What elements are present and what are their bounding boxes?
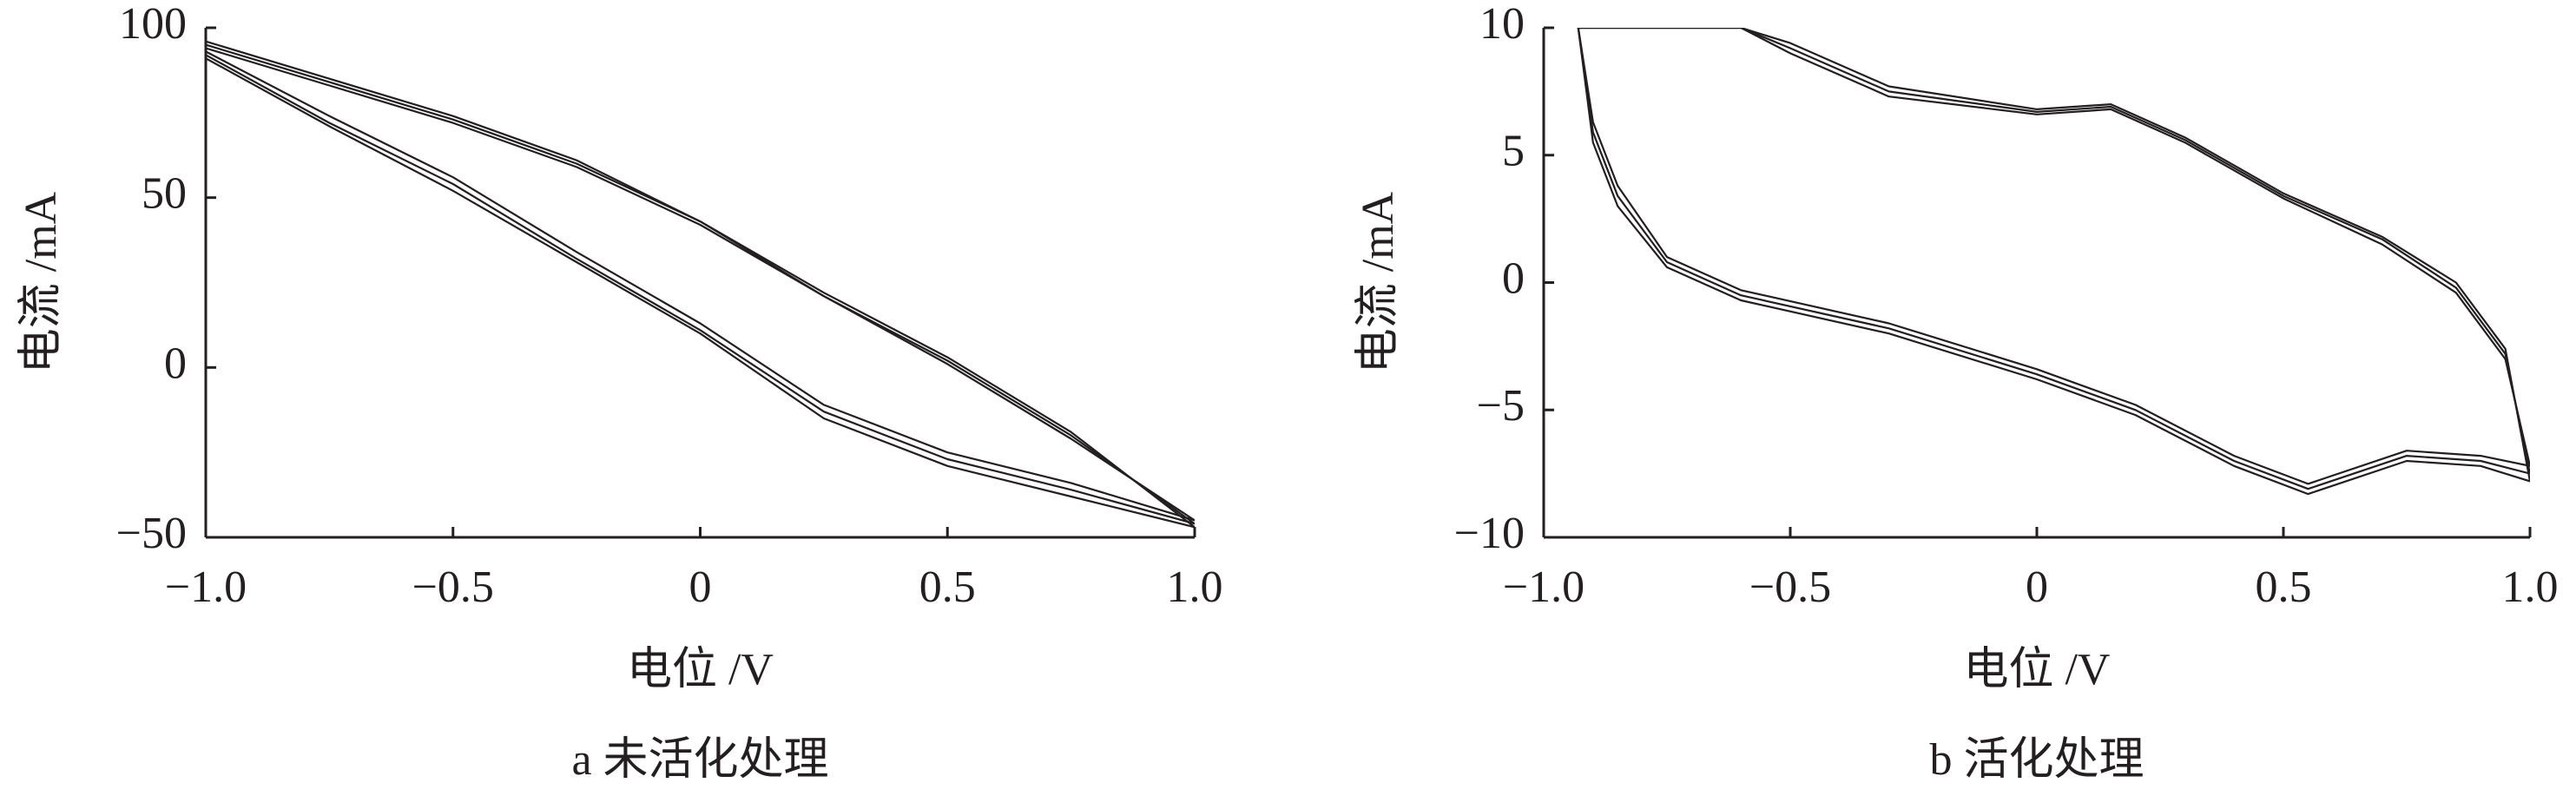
y-axis-label: 电流 /mA — [1354, 191, 1403, 373]
y-tick-label: 50 — [142, 169, 187, 219]
plot-area — [206, 40, 1195, 529]
x-tick-label: −1.0 — [1503, 562, 1584, 612]
chart-panel: −1.0 −0.5 0 0.5 1.0 −50 0 50 100 电流 /mA 电位 /V a 未活化… — [16, 0, 1223, 785]
plot-area — [1577, 28, 2530, 496]
x-axis-label: 电位 /V — [627, 645, 774, 694]
y-tick-label: 100 — [119, 0, 187, 49]
chart-caption: a 未活化处理 — [571, 735, 828, 785]
y-tick-label: 0 — [1502, 253, 1525, 303]
x-tick-label: 0 — [2026, 562, 2048, 612]
y-tick-label: −10 — [1454, 509, 1525, 558]
y-axis-label: 电流 /mA — [16, 191, 66, 373]
chart-caption: b 活化处理 — [1929, 735, 2144, 785]
cv-curve — [206, 47, 1195, 522]
y-tick-label: −50 — [116, 509, 187, 558]
x-tick-label: 0.5 — [919, 562, 976, 612]
cv-curve — [1577, 28, 2530, 485]
x-axis-label: 电位 /V — [1963, 645, 2110, 694]
x-tick-label: 0.5 — [2256, 562, 2312, 612]
chart-panel: −1.0 −0.5 0 0.5 1.0 −10 −5 0 5 10 电流 /mA 电位 /V b 活化处… — [1354, 0, 2559, 785]
cv-curve — [1577, 28, 2530, 490]
cv-curve — [1577, 28, 2530, 496]
x-tick-label: 0 — [689, 562, 712, 612]
x-tick-label: 1.0 — [2502, 562, 2559, 612]
cv-curve — [206, 40, 1195, 529]
x-tick-label: −0.5 — [412, 562, 494, 612]
y-tick-label: 0 — [164, 339, 187, 388]
y-tick-label: −5 — [1477, 381, 1525, 431]
x-tick-label: −1.0 — [165, 562, 247, 612]
cv-curve — [206, 43, 1195, 525]
y-tick-label: 5 — [1502, 127, 1525, 176]
x-tick-label: −0.5 — [1749, 562, 1831, 612]
y-tick-label: 10 — [1479, 0, 1525, 49]
x-tick-label: 1.0 — [1167, 562, 1223, 612]
